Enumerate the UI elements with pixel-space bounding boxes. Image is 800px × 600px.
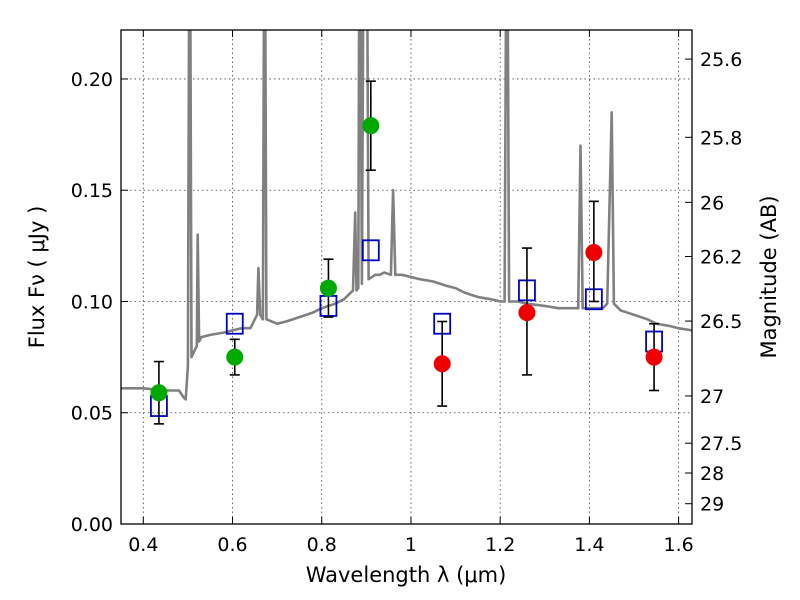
y2-tick-label: 28 [700,463,724,485]
y2-tick-label: 26 [700,192,724,214]
plot-frame [120,29,693,525]
observed-point [319,279,337,297]
x-tick-label: 1.2 [485,534,515,556]
x-axis-label: Wavelength λ (μm) [306,563,507,587]
observed-point [226,348,244,366]
observed-point [518,304,536,322]
axes-ticks: 0.4 0.6 0.8 1 1.2 1.4 1.6 0.00 0.05 0.10 0.15 0.20 2… [71,30,742,556]
x-tick-label: 0.8 [307,534,337,556]
observed-point [433,355,451,373]
y-tick-label: 0.05 [71,403,113,425]
model-point [225,312,244,335]
y2-tick-label: 26.5 [700,311,742,333]
x-tick-label: 1.4 [574,534,604,556]
observed-point [585,244,603,262]
y-tick-label: 0.20 [71,69,113,91]
plot-area [121,30,692,425]
y-tick-label: 0.15 [71,180,113,202]
observed-point [645,348,663,366]
y2-tick-label: 25.6 [700,49,742,71]
y2-axis-label: Magnitude (AB) [757,195,781,358]
y2-tick-label: 27.5 [700,433,742,455]
y2-tick-label: 25.8 [700,127,742,149]
x-tick-label: 1 [405,534,417,556]
y2-tick-label: 26.2 [700,246,742,268]
y-tick-label: 0.00 [71,514,113,536]
observed-point [150,384,168,402]
x-tick-label: 0.6 [217,534,247,556]
y-axis-label: Flux Fν ( μJy ) [25,206,49,349]
y2-tick-label: 29 [700,494,724,516]
spectrum-line [121,30,692,401]
x-tick-label: 0.4 [128,534,158,556]
y-tick-label: 0.10 [71,291,113,313]
model-point [361,239,380,262]
observed-point [362,117,380,135]
x-tick-label: 1.6 [664,534,694,556]
y2-tick-label: 27 [700,386,724,408]
